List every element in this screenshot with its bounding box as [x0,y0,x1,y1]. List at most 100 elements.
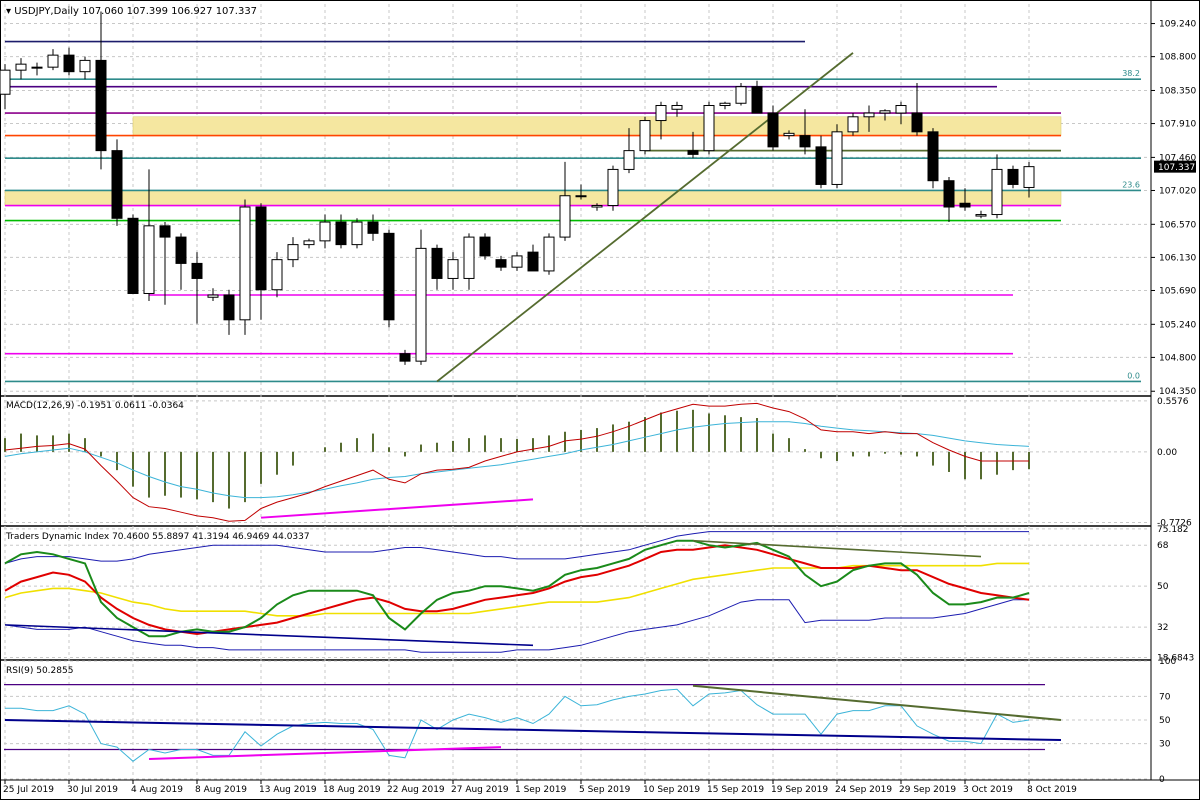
time-axis-label: 1 Sep 2019 [515,785,567,795]
candle-bullish [991,168,1003,216]
candle-bullish [79,59,91,73]
candle-bearish [943,180,955,208]
candle-bearish [431,247,443,279]
price-axis-label: 105.240 [1159,320,1196,330]
candle-bullish [543,236,555,272]
candle-bearish [751,86,763,114]
candle-bearish [399,353,411,362]
candle-bullish [735,86,747,104]
tdi-lower-band [4,599,1029,653]
candle-bullish [31,66,43,69]
candle-bullish [591,205,603,208]
candle-bearish [111,150,123,219]
tdi-axis-label: 50 [1157,582,1169,592]
macd-axis-label: 0.00 [1157,448,1177,458]
candle-bullish [623,150,635,170]
candle-bearish [175,236,187,264]
candle-bullish [719,102,731,107]
macd-signal-line [4,421,1030,499]
candle-bullish [783,132,795,137]
candle-bearish [799,135,811,148]
candle-bullish [319,221,331,242]
tdi-trend-line [4,624,534,647]
fibonacci-level-label: 38.2 [1122,69,1140,78]
candle-bullish [447,259,459,279]
candle-bearish [527,251,539,272]
candle-bearish [767,112,779,148]
candle-bullish [879,110,891,114]
time-axis-label: 4 Aug 2019 [131,785,183,795]
price-axis-label: 107.460 [1159,153,1196,163]
candle-bullish [463,236,475,279]
candle-bullish [831,131,843,185]
time-axis-label: 15 Sep 2019 [707,785,764,795]
price-axis-label: 104.350 [1159,387,1196,397]
candle-bearish [63,54,75,73]
candle-bearish [927,131,939,182]
rsi-axis-label: 30 [1159,740,1171,750]
time-axis-label: 25 Jul 2019 [3,785,54,795]
candle-bearish [191,262,203,279]
candle-bullish [1023,166,1035,188]
time-axis-label: 18 Aug 2019 [323,785,381,795]
time-axis-label: 22 Aug 2019 [387,785,445,795]
candle-bullish [511,255,523,268]
rsi-trend-line [148,746,502,760]
candle-bullish [15,63,27,71]
tdi-axis-label: 68 [1157,541,1169,551]
price-axis-label: 108.800 [1159,53,1196,63]
rsi-axis-label: 50 [1159,716,1171,726]
tdi-pane-title: Traders Dynamic Index 70.4600 55.8897 41… [5,532,310,542]
candle-bearish [959,202,971,208]
candle-bullish [207,294,219,298]
candle-bullish [351,221,363,246]
candle-bearish [95,59,107,152]
candle-bearish [159,225,171,238]
last-price-tag [1154,160,1196,173]
candle-bullish [671,105,683,110]
price-axis-label: 104.800 [1159,353,1196,363]
time-axis-label: 10 Sep 2019 [643,785,700,795]
candle-bullish [47,54,59,68]
candle-bearish [127,217,139,294]
macd-divergence-line [260,498,534,519]
tdi-market-base-line [4,562,1029,617]
candle-bullish [559,195,571,238]
candle-bullish [0,69,11,95]
rsi-axis-label: 100 [1159,657,1176,667]
candle-bullish [895,105,907,114]
candle-bullish [287,244,299,261]
tdi-rsi-price-line [4,539,1030,638]
candle-bullish [863,112,875,118]
price-axis-label: 106.570 [1159,220,1196,230]
price-axis-label: 105.690 [1159,286,1196,296]
rsi-pane-title: RSI(9) 50.2855 [6,666,73,676]
rsi-trend-line [692,684,1062,721]
tdi-upper-band [4,531,1029,564]
last-price-value: 107.337 [1158,163,1195,173]
price-pane-title: ▾ USDJPY,Daily 107.060 107.399 106.927 1… [6,6,257,17]
trend-line [436,52,854,383]
candle-bearish [383,232,395,321]
candle-bearish [495,259,507,268]
tdi-trend-line [692,539,982,558]
price-axis-label: 106.130 [1159,253,1196,263]
price-axis-label: 107.910 [1159,120,1196,130]
candle-bullish [143,225,155,294]
price-axis-label: 108.350 [1159,86,1196,96]
candle-bullish [239,206,251,321]
time-axis-label: 19 Sep 2019 [771,785,828,795]
candle-bearish [1007,168,1019,185]
time-axis-label: 27 Aug 2019 [451,785,509,795]
fibonacci-level-label: 0.0 [1127,371,1140,380]
candle-bearish [687,150,699,155]
price-axis-label: 109.240 [1159,20,1196,30]
candle-bearish [335,221,347,246]
time-axis-label: 8 Aug 2019 [195,785,247,795]
candle-bullish [271,259,283,291]
candle-bearish [911,112,923,133]
candle-bullish [607,168,619,207]
macd-main-line [4,402,1029,522]
